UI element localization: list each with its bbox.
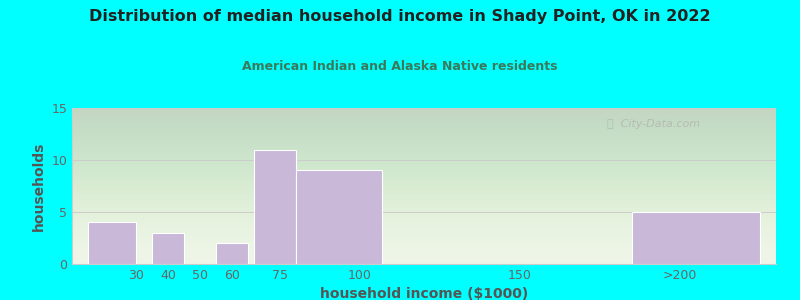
Bar bbox=[88, 222, 136, 264]
Bar bbox=[296, 170, 382, 264]
Bar bbox=[632, 212, 760, 264]
Bar bbox=[216, 243, 248, 264]
Bar bbox=[254, 150, 296, 264]
Text: ⓘ  City-Data.com: ⓘ City-Data.com bbox=[607, 119, 700, 129]
X-axis label: household income ($1000): household income ($1000) bbox=[320, 287, 528, 300]
Y-axis label: households: households bbox=[32, 141, 46, 231]
Bar bbox=[152, 233, 184, 264]
Text: Distribution of median household income in Shady Point, OK in 2022: Distribution of median household income … bbox=[89, 9, 711, 24]
Text: American Indian and Alaska Native residents: American Indian and Alaska Native reside… bbox=[242, 60, 558, 73]
